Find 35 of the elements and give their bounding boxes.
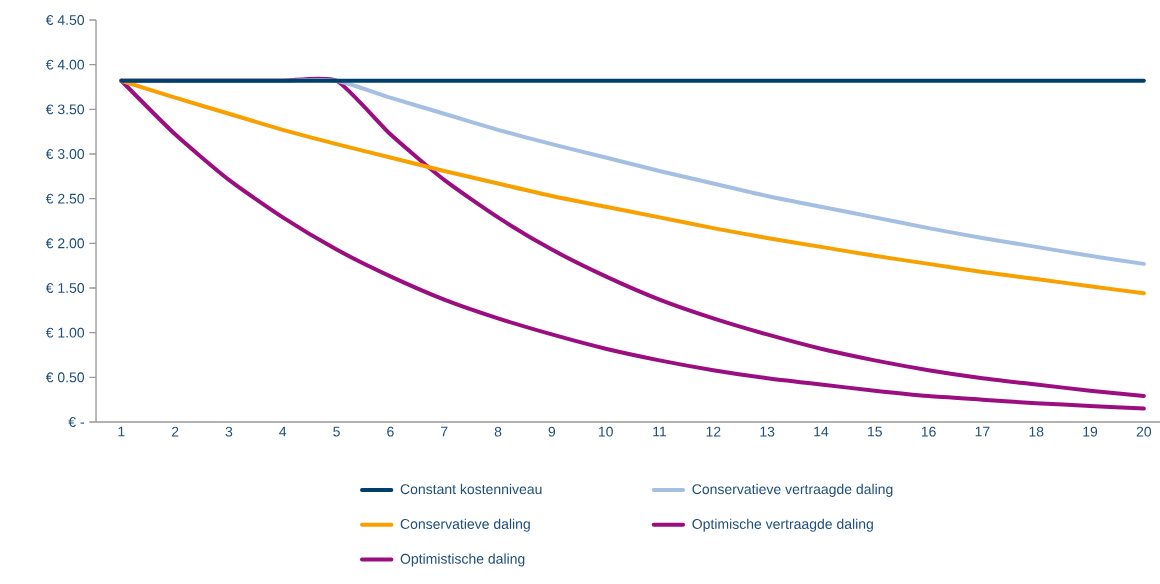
y-tick-label: € 1.50	[45, 283, 85, 293]
x-tick-label: 14	[814, 426, 829, 437]
y-tick-label: € 0.50	[45, 372, 85, 383]
y-tick-label: € 3.00	[45, 149, 85, 159]
y-tick-label: € 3.50	[45, 104, 85, 115]
x-tick-label: 3	[225, 426, 233, 437]
x-tick-label: 1	[118, 426, 125, 437]
x-tick-label: 17	[975, 426, 990, 437]
x-tick-label: 9	[548, 426, 556, 437]
x-tick-label: 7	[441, 426, 448, 437]
y-tick-label: € 2.50	[45, 193, 85, 204]
y-tick-label: € 4.50	[45, 15, 85, 25]
x-tick-label: 19	[1083, 426, 1098, 437]
y-tick-label: € -	[68, 417, 84, 427]
x-tick-label: 18	[1029, 426, 1044, 437]
x-tick-label: 16	[921, 426, 936, 437]
legend-label: Conservatieve daling	[400, 518, 530, 532]
y-tick-label: € 4.00	[45, 59, 85, 70]
y-tick-label: € 1.00	[45, 327, 85, 338]
x-tick-label: 4	[279, 426, 287, 437]
legend-label: Optimische vertraagde daling	[692, 518, 873, 532]
x-tick-label: 15	[868, 426, 882, 437]
legend-label: Conservatieve vertraagde daling	[692, 483, 893, 497]
x-tick-label: 13	[760, 426, 775, 437]
legend-label: Optimistische daling	[400, 553, 525, 567]
x-tick-label: 2	[171, 426, 179, 437]
x-tick-label: 20	[1136, 426, 1152, 437]
x-tick-label: 5	[333, 426, 340, 437]
x-tick-label: 12	[706, 426, 721, 437]
y-tick-label: € 2.00	[45, 238, 85, 249]
x-tick-label: 11	[653, 426, 667, 437]
x-tick-label: 6	[387, 426, 394, 437]
x-tick-label: 8	[494, 426, 502, 437]
x-tick-label: 10	[598, 426, 613, 437]
legend-label: Constant kostenniveau	[400, 483, 542, 495]
